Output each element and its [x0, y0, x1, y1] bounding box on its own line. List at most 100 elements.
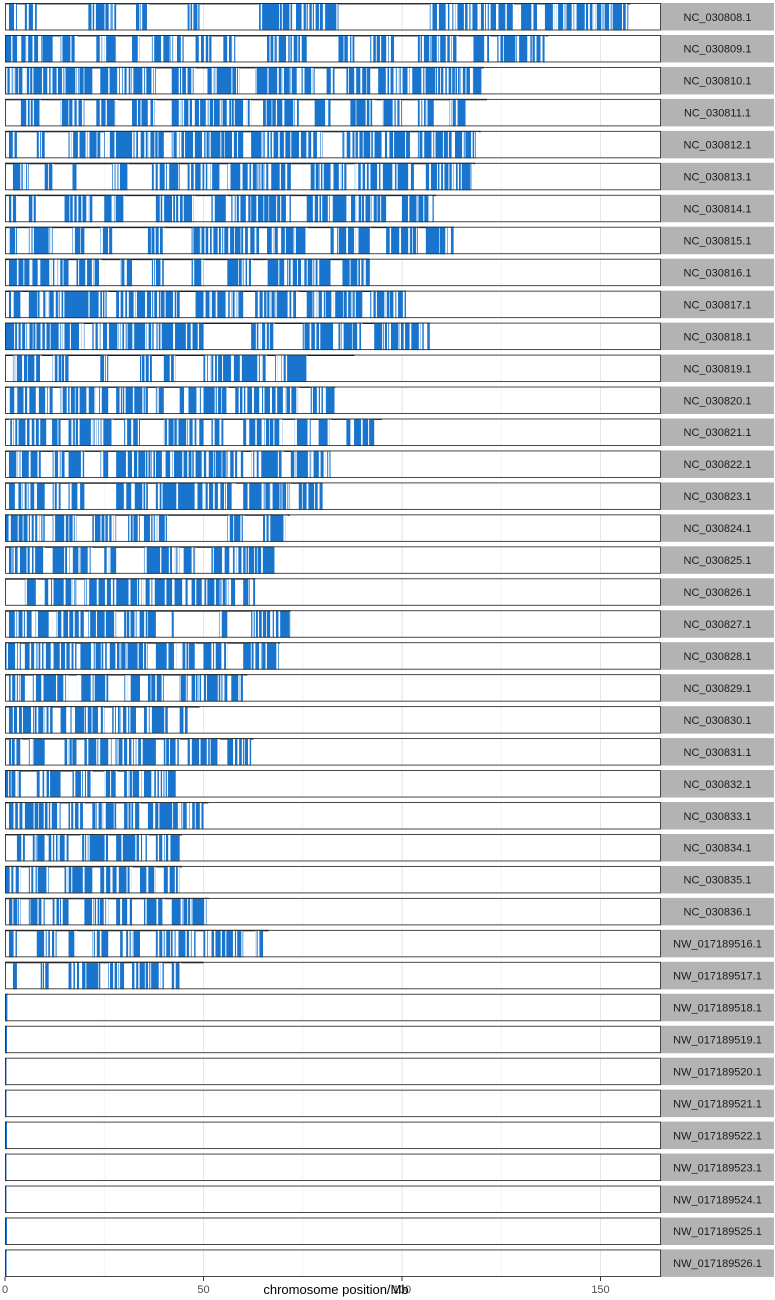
density-gap [19, 451, 21, 478]
density-gap [32, 611, 34, 638]
density-gap [125, 451, 128, 478]
density-gap [389, 227, 392, 255]
density-gap [205, 131, 207, 159]
density-gap [430, 35, 432, 63]
density-mark [263, 99, 299, 127]
density-gap [175, 930, 177, 958]
density-gap [33, 611, 35, 638]
density-gap [62, 323, 64, 351]
density-gap [134, 962, 137, 990]
density-gap [446, 67, 449, 95]
density-gap [294, 451, 296, 478]
density-gap [601, 4, 603, 31]
density-gap [9, 515, 11, 542]
facet-strip-label: NC_030808.1 [684, 12, 752, 24]
density-gap [439, 163, 442, 191]
density-gap [88, 579, 90, 606]
density-gap [331, 163, 334, 191]
density-gap [156, 387, 158, 415]
density-gap [203, 291, 206, 319]
density-gap [472, 67, 474, 95]
density-gap [394, 163, 396, 191]
density-gap [48, 579, 51, 606]
density-mark [374, 323, 430, 351]
density-gap [182, 99, 185, 127]
density-gap [512, 4, 515, 31]
panel-border [5, 226, 661, 255]
density-gap [334, 323, 337, 351]
density-gap [323, 387, 324, 415]
density-gap [266, 611, 267, 638]
density-gap [127, 163, 129, 191]
density-gap [366, 67, 368, 95]
density-mark [171, 898, 208, 926]
facet-panel: NC_030823.1 [5, 482, 774, 510]
density-mark [100, 227, 113, 255]
density-gap [169, 35, 171, 63]
density-gap [68, 515, 70, 542]
density-gap [235, 547, 237, 574]
density-gap [359, 259, 362, 287]
density-gap [489, 35, 491, 63]
density-gap [75, 67, 77, 95]
density-gap [357, 227, 359, 255]
density-gap [354, 291, 356, 319]
density-gap [124, 930, 127, 958]
density-gap [200, 163, 203, 191]
density-gap [56, 611, 58, 638]
panel-border [5, 354, 661, 383]
density-gap [101, 451, 104, 478]
density-gap [319, 163, 321, 191]
density-gap [205, 930, 206, 958]
density-gap [306, 355, 308, 383]
density-gap [175, 35, 177, 63]
density-gap [164, 771, 166, 798]
density-mark [263, 515, 287, 542]
density-gap [160, 323, 162, 351]
density-mark [231, 675, 244, 702]
density-gap [238, 387, 240, 415]
density-gap [42, 962, 43, 990]
density-gap [125, 643, 127, 670]
density-gap [265, 643, 267, 670]
density-gap [425, 323, 428, 351]
panel-background [5, 1153, 661, 1182]
density-gap [321, 195, 323, 223]
facet-panel: NW_017189521.1 [5, 1089, 774, 1118]
density-gap [36, 834, 38, 862]
density-gap [18, 67, 19, 95]
density-gap [114, 99, 116, 127]
density-gap [142, 67, 145, 95]
density-gap [208, 355, 211, 383]
density-gap [370, 195, 372, 223]
density-gap [316, 387, 319, 415]
panel-border [5, 418, 661, 446]
density-gap [212, 419, 215, 446]
density-mark [187, 4, 200, 31]
facet-strip-label: NC_030831.1 [684, 747, 752, 759]
density-gap [52, 579, 54, 606]
density-gap [213, 483, 215, 510]
density-gap [179, 643, 182, 670]
density-gap [467, 4, 470, 31]
density-gap [129, 898, 130, 926]
panel-background [5, 1217, 661, 1245]
density-gap [293, 99, 294, 127]
density-gap [73, 611, 75, 638]
density-gap [106, 643, 109, 670]
density-mark [187, 739, 220, 766]
density-gap [246, 419, 249, 446]
density-gap [50, 643, 52, 670]
density-gap [245, 547, 247, 574]
density-gap [238, 675, 240, 702]
density-gap [38, 803, 39, 830]
density-gap [90, 419, 93, 446]
density-gap [365, 163, 367, 191]
facet-panel: NC_030813.1 [5, 162, 774, 191]
density-gap [336, 323, 339, 351]
density-gap [82, 866, 84, 894]
panel-border [5, 1217, 661, 1245]
density-gap [166, 643, 169, 670]
density-gap [56, 483, 59, 510]
density-gap [129, 707, 131, 734]
